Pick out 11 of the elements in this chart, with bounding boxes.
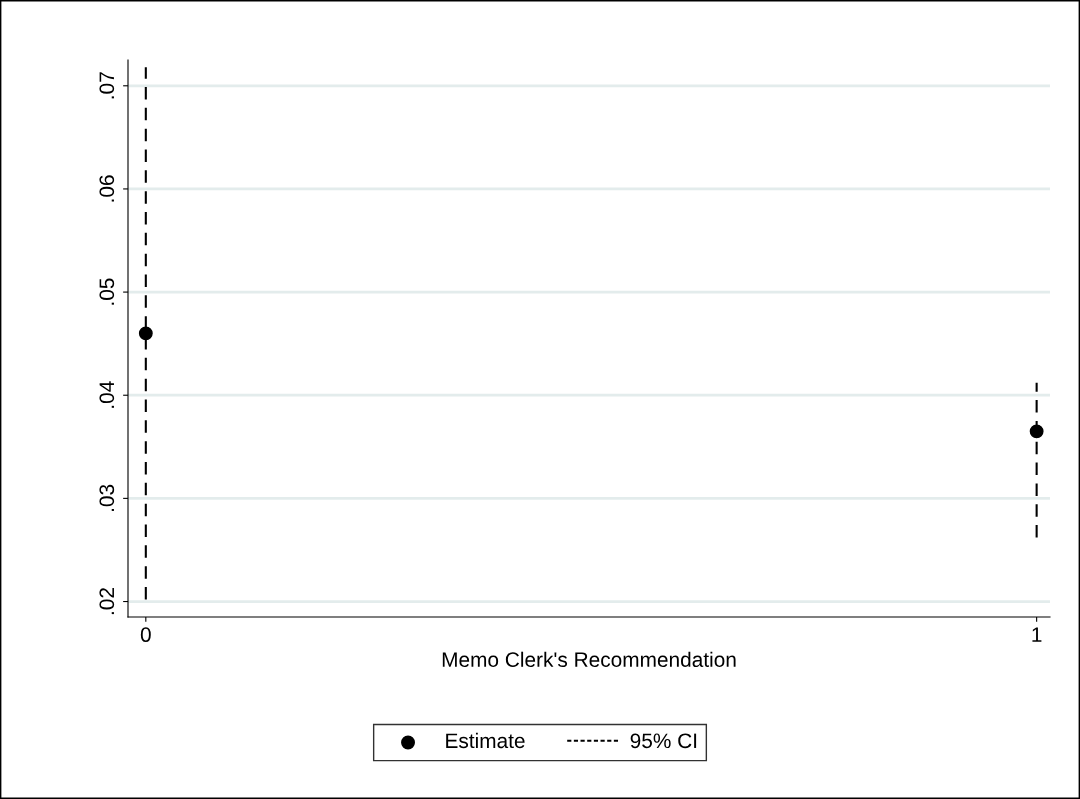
x-tick-label: 1 (1032, 627, 1042, 642)
y-tick-label: .06 (99, 175, 115, 202)
y-tick-label: .04 (99, 381, 115, 408)
legend-label: Estimate (446, 732, 525, 749)
x-axis-title: Memo Clerk's Recommendation (442, 651, 736, 667)
y-tick-label: .07 (99, 72, 115, 99)
x-tick-label: 0 (140, 627, 151, 643)
y-tick-label: .05 (99, 278, 115, 305)
y-tick-label: .02 (99, 588, 115, 615)
y-tick-label: .03 (99, 484, 115, 511)
text: 95% CI (630, 733, 697, 749)
